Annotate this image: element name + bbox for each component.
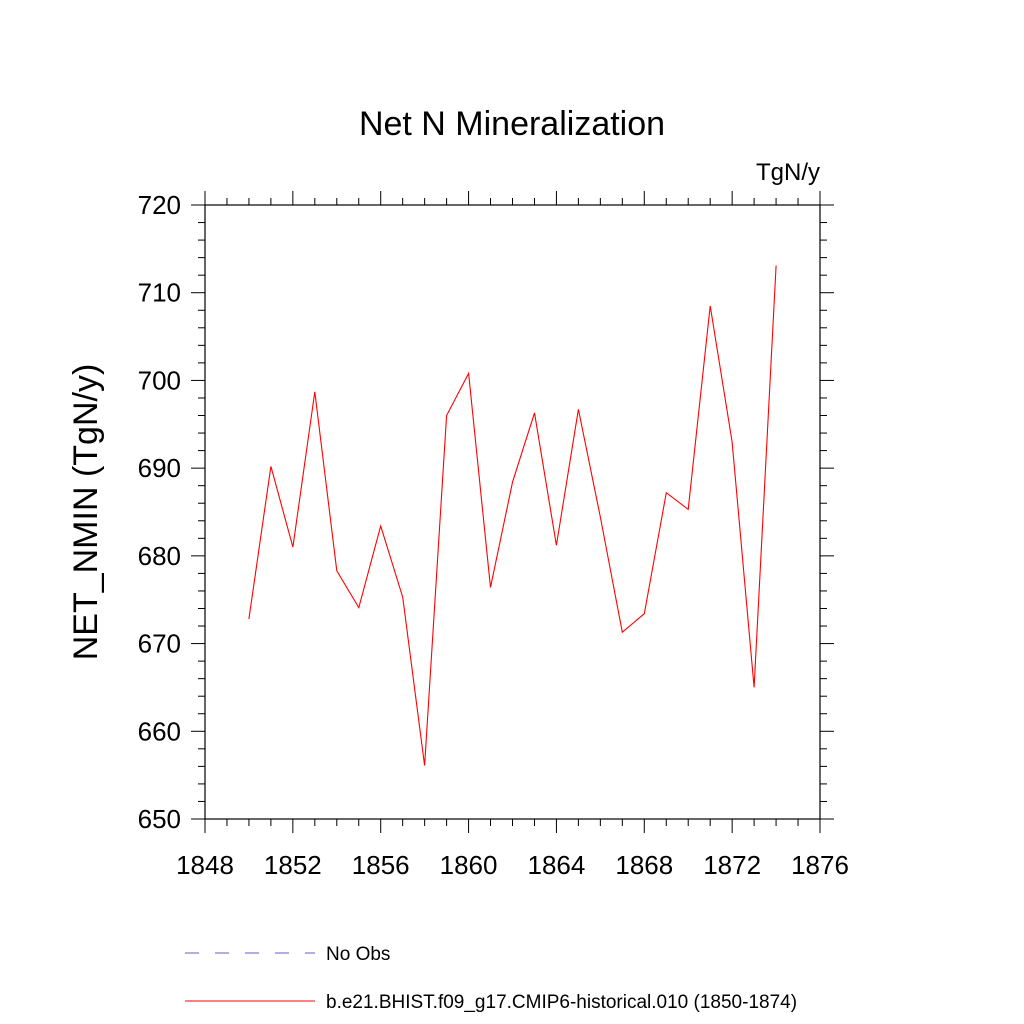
units-label: TgN/y — [756, 159, 820, 186]
y-tick-label: 660 — [138, 716, 181, 746]
series-layer — [248, 265, 777, 766]
x-tick-label: 1856 — [352, 850, 410, 880]
y-tick-label: 650 — [138, 804, 181, 834]
y-tick-label: 680 — [138, 541, 181, 571]
x-tick-label: 1872 — [703, 850, 761, 880]
x-axis: 1848 1852 1856 1860 1864 1868 1872 1876 — [176, 191, 849, 880]
legend-label-no-obs: No Obs — [326, 944, 390, 965]
y-tick-label: 720 — [138, 190, 181, 220]
y-tick-label: 700 — [138, 365, 181, 395]
x-tick-label: 1860 — [440, 850, 498, 880]
x-tick-label: 1876 — [791, 850, 849, 880]
series-line-0 — [248, 265, 777, 766]
x-tick-label: 1868 — [615, 850, 673, 880]
y-axis-label: NET_NMIN (TgN/y) — [67, 364, 105, 661]
y-axis: 650 660 670 680 690 700 710 720 — [138, 190, 834, 834]
plot-frame — [204, 204, 821, 820]
y-tick-label: 710 — [138, 278, 181, 308]
y-tick-label: 670 — [138, 629, 181, 659]
legend: No Obs b.e21.BHIST.f09_g17.CMIP6-histori… — [185, 944, 797, 1013]
chart-title: Net N Mineralization — [359, 105, 665, 143]
plot-border — [204, 204, 821, 820]
x-tick-label: 1852 — [264, 850, 322, 880]
y-tick-label: 690 — [138, 453, 181, 483]
legend-label-historical: b.e21.BHIST.f09_g17.CMIP6-historical.010… — [326, 992, 797, 1013]
x-tick-label: 1864 — [528, 850, 586, 880]
x-tick-label: 1848 — [176, 850, 234, 880]
